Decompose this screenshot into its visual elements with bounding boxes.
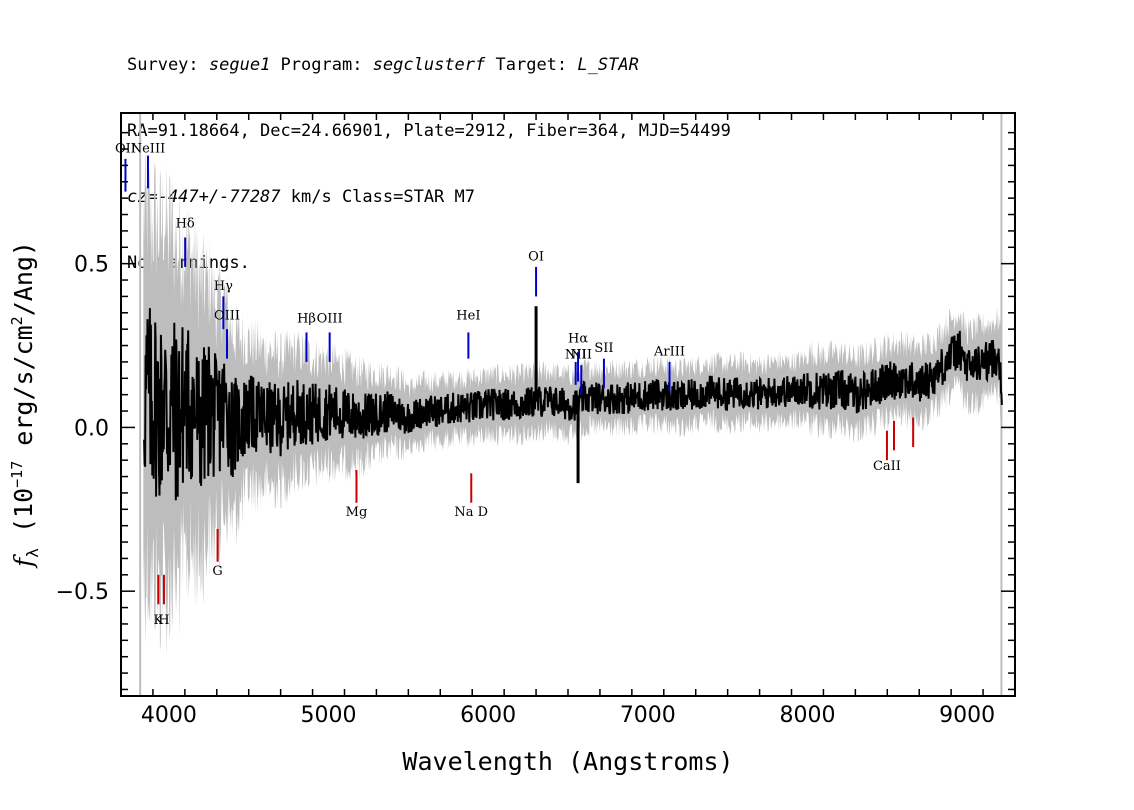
spectral-line-label: NII [570, 348, 592, 363]
x-tick-label: 7000 [620, 703, 676, 728]
y-axis-title: fλ (10−17 erg/s/cm2/Ang) [8, 241, 42, 569]
svg-text:fλ (10−17 erg/s/cm2/Ang): fλ (10−17 erg/s/cm2/Ang) [8, 241, 42, 569]
spectral-line-label: SII [594, 341, 613, 356]
spectral-line-label: Na D [454, 505, 488, 520]
spectral-line-label: G [212, 564, 222, 579]
spectral-line-label: H [158, 613, 169, 628]
survey-name: segue1 [208, 55, 271, 75]
header-survey-line: Survey: segue1 Program: segclusterf Targ… [127, 55, 639, 75]
spectral-line-label: CaII [873, 459, 901, 474]
target-name: L_STAR [577, 55, 639, 75]
redshift-value: cz=-447+/-77287 [127, 187, 281, 207]
spectral-line-label: HeI [456, 308, 480, 323]
spectral-line-label: Hβ [297, 312, 316, 327]
spectral-line-label: Hδ [176, 217, 195, 232]
y-tick-label: −0.5 [56, 580, 109, 605]
spectral-line-label: NII [565, 348, 587, 363]
header-warnings-line: No warnings. [127, 253, 250, 273]
y-axis-ticks: −0.5 0.0 0.5 [56, 131, 1015, 691]
spectral-line-label: OI [528, 249, 544, 264]
x-tick-label: 4000 [141, 703, 197, 728]
x-tick-label: 5000 [301, 703, 357, 728]
header-coords-line: RA=91.18664, Dec=24.66901, Plate=2912, F… [127, 121, 731, 141]
spectrum-header: Survey: segue1 Program: segclusterf Targ… [127, 10, 731, 296]
flux-series [143, 306, 1003, 501]
spectral-line-label: ArIII [653, 344, 685, 359]
x-tick-label: 6000 [460, 703, 516, 728]
y-tick-label: 0.5 [74, 253, 109, 278]
flux-line [143, 308, 1003, 501]
spectral-line-label: Mg [346, 505, 368, 520]
spectral-line-label: Hγ [214, 279, 233, 294]
header-redshift-line: cz=-447+/-77287 km/s Class=STAR M7 [127, 187, 475, 207]
x-axis-ticks: 4000 5000 6000 7000 8000 9000 [120, 113, 1016, 728]
x-tick-label: 8000 [779, 703, 835, 728]
program-name: segclusterf [372, 55, 486, 75]
y-tick-label: 0.0 [74, 416, 109, 441]
spectral-line-label: OIII [214, 308, 240, 323]
spectral-line-label: K [153, 613, 163, 628]
spectral-line-label: OIII [317, 312, 343, 327]
x-tick-label: 9000 [939, 703, 995, 728]
spectral-line-label: NeIII [131, 141, 165, 156]
x-axis-title: Wavelength (Angstroms) [402, 747, 733, 776]
spectral-line-label: Hα [568, 331, 588, 346]
